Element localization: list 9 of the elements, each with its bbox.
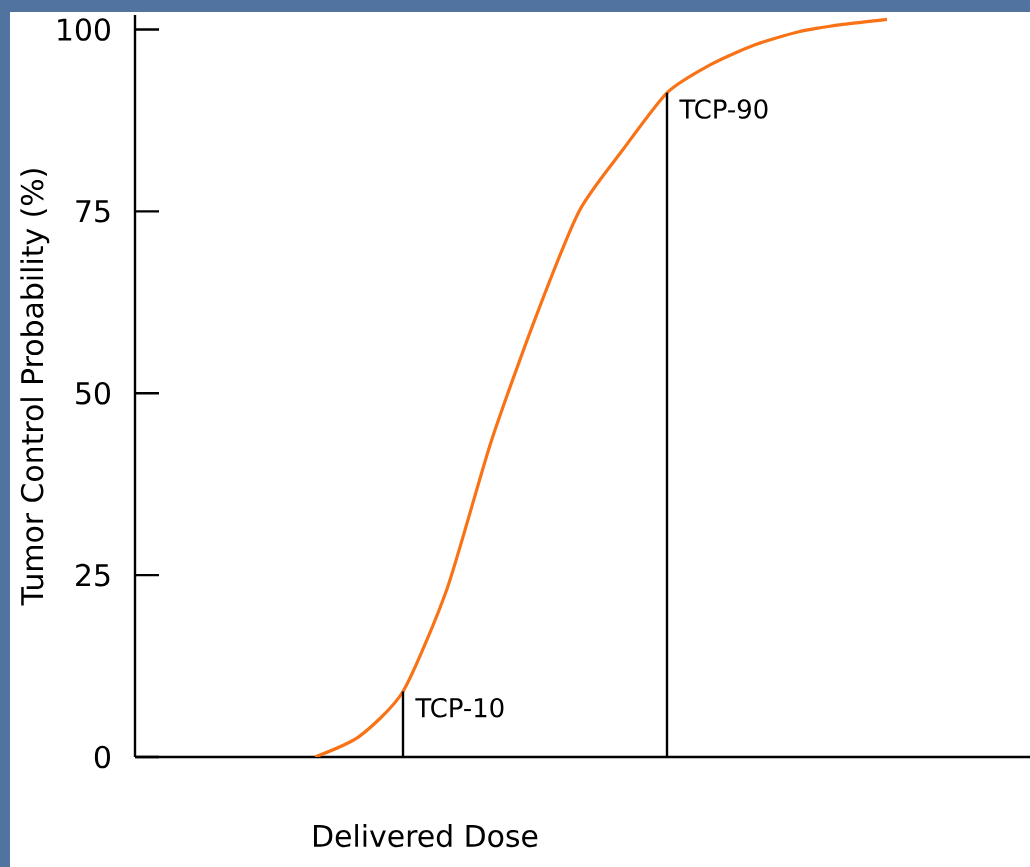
y-tick-label: 0 [94,745,110,769]
y-tick-label: 100 [58,18,110,41]
annotation: TCP-90 [679,99,768,119]
y-tick-label: 25 [76,563,110,587]
x-axis-title: Delivered Dose [314,824,538,848]
y-tick-label: 75 [76,200,110,223]
annotation: TCP-10 [415,697,504,718]
y-axis-title: Tumor Control Probability (%) [20,169,50,606]
y-tick-label: 50 [76,381,110,405]
